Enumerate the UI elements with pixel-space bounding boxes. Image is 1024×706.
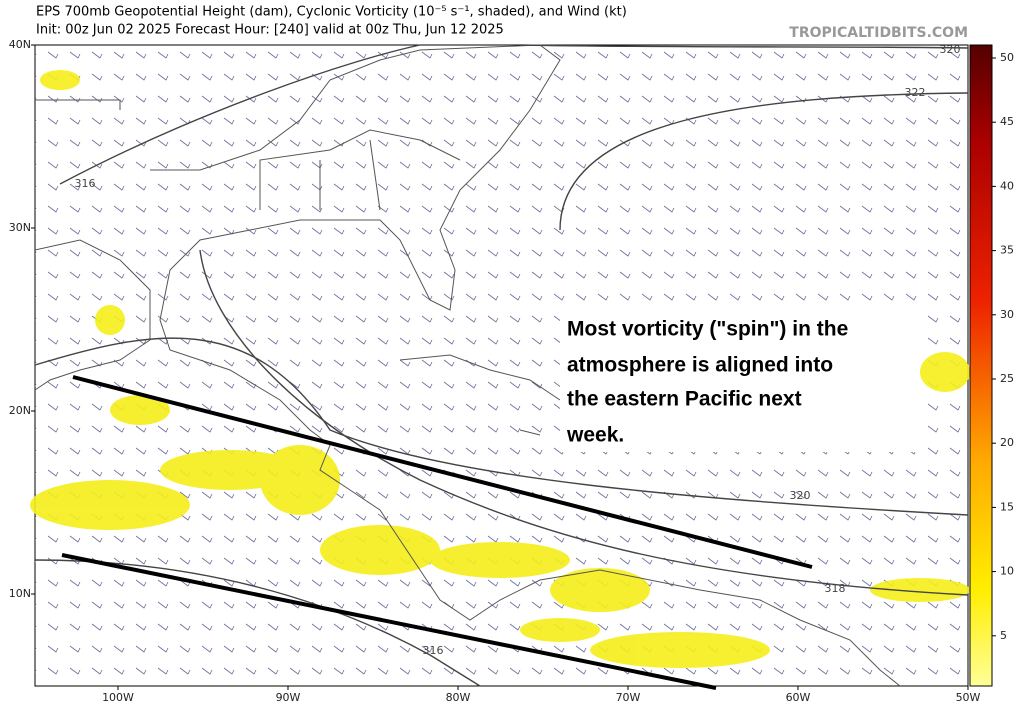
contour-label: 322 [905,86,926,99]
lat-label: 10N [9,587,31,600]
annotation-text: Most vorticity ("spin") in the [567,318,848,341]
lon-label: 80W [446,691,471,704]
annotation-box [560,312,920,452]
colorbar-tick-label: 10 [1000,565,1014,578]
lon-label: 90W [276,691,301,704]
lat-label: 30N [9,221,31,234]
annotation-text: week. [566,424,624,447]
annotation-line [61,553,717,690]
contour-label: 320 [940,43,961,56]
contour-label: 316 [75,177,96,190]
lon-label: 100W [102,691,134,704]
title: EPS 700mb Geopotential Height (dam), Cyc… [36,5,627,20]
colorbar-tick-label: 30 [1000,308,1014,321]
contour-label: 320 [790,489,811,502]
annotation-text: atmosphere is aligned into [567,354,833,377]
lon-label: 50W [956,691,981,704]
axes: 40N 30N 20N 10N 100W 90W 80W 70W 60W 50W 50 45 40 35 3… [9,38,1014,704]
lat-label: 20N [9,404,31,417]
coastlines [34,44,901,687]
subtitle: Init: 00z Jun 02 2025 Forecast Hour: [24… [36,23,504,38]
colorbar-tick-label: 40 [1000,179,1014,192]
lat-label: 40N [9,38,31,51]
colorbar [969,44,993,687]
colorbar-tick-label: 20 [1000,436,1014,449]
colorbar-tick-label: 45 [1000,115,1014,128]
map-area: 316 320 322 320 318 316 Most vorticity (… [30,43,970,690]
colorbar-tick-label: 35 [1000,244,1014,257]
colorbar-tick-label: 5 [1000,629,1007,642]
colorbar-tick-label: 15 [1000,500,1014,513]
contour-label: 318 [825,582,846,595]
annotation-text: the eastern Pacific next [567,388,802,411]
contour-labels: 316 320 322 320 318 316 [75,43,961,657]
colorbar-tick-label: 50 [1000,51,1014,64]
watermark: TROPICALTIDBITS.COM [789,25,968,41]
lon-label: 60W [786,691,811,704]
contour-label: 316 [423,644,444,657]
annotation-line [72,375,813,569]
vorticity-shading [30,70,970,668]
colorbar-tick-label: 25 [1000,372,1014,385]
lon-label: 70W [616,691,641,704]
